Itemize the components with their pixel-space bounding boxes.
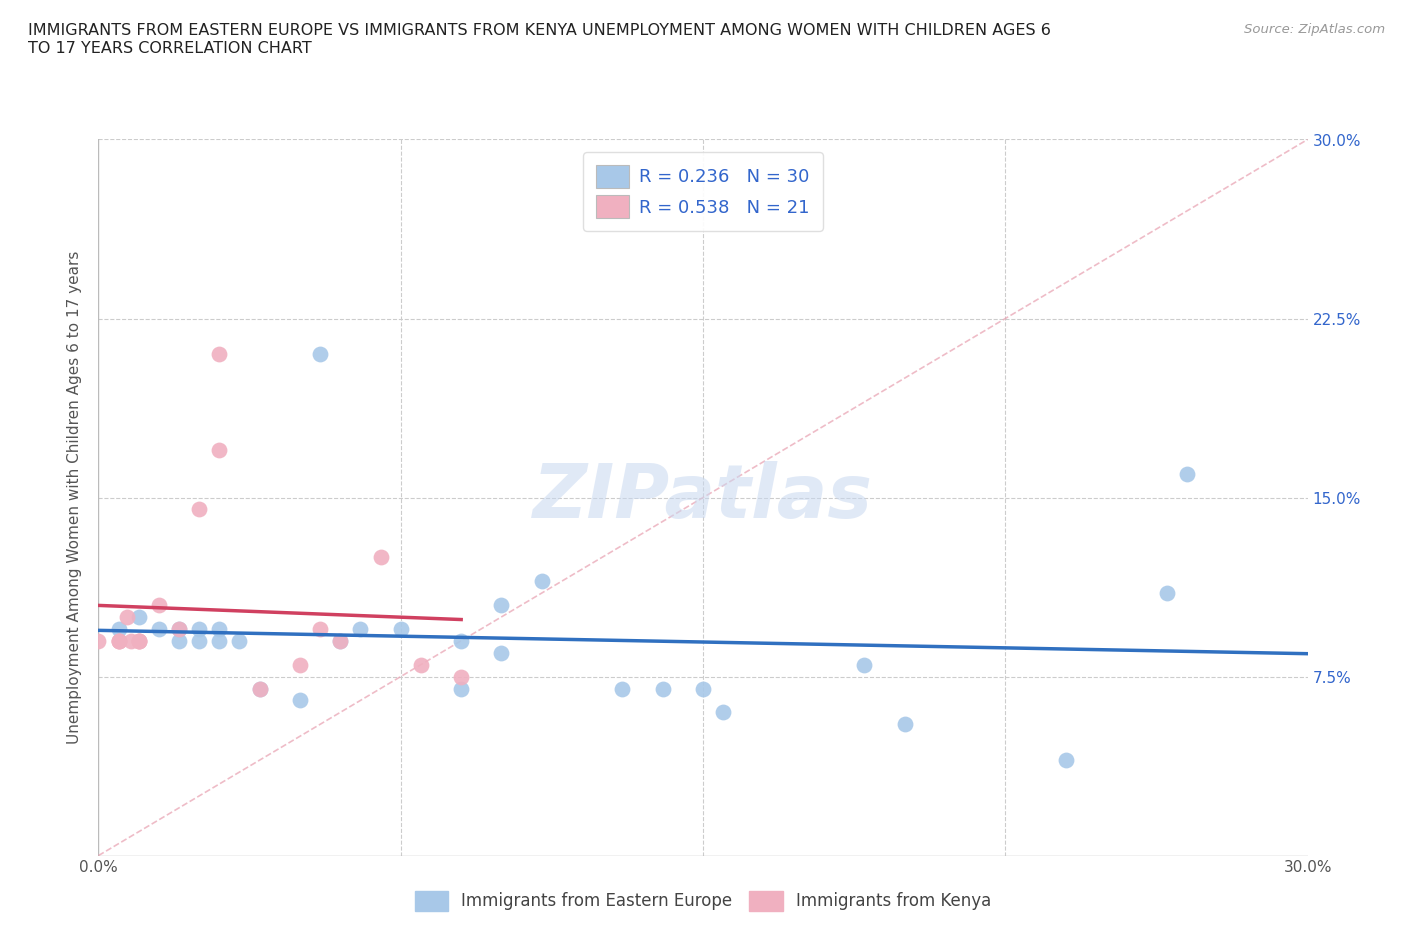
Point — [128, 633, 150, 648]
Legend: Immigrants from Eastern Europe, Immigrants from Kenya: Immigrants from Eastern Europe, Immigran… — [406, 883, 1000, 919]
Point — [309, 621, 332, 636]
Point — [208, 633, 231, 648]
Point — [450, 681, 472, 696]
Point — [288, 693, 311, 708]
Text: ZIPatlas: ZIPatlas — [533, 461, 873, 534]
Point — [188, 502, 211, 517]
Point — [128, 609, 150, 624]
Point — [450, 633, 472, 648]
Point — [128, 633, 150, 648]
Point — [491, 598, 513, 613]
Point — [107, 633, 129, 648]
Point — [893, 717, 915, 732]
Point — [148, 621, 170, 636]
Point — [107, 621, 129, 636]
Point — [208, 347, 231, 362]
Point — [370, 550, 392, 565]
Point — [115, 609, 138, 624]
Point — [1054, 752, 1077, 767]
Point — [692, 681, 714, 696]
Point — [208, 621, 231, 636]
Point — [309, 347, 332, 362]
Point — [349, 621, 371, 636]
Point — [188, 633, 211, 648]
Point — [107, 633, 129, 648]
Point — [167, 621, 190, 636]
Point — [491, 645, 513, 660]
Point — [148, 598, 170, 613]
Point — [107, 633, 129, 648]
Point — [208, 443, 231, 458]
Point — [188, 621, 211, 636]
Text: IMMIGRANTS FROM EASTERN EUROPE VS IMMIGRANTS FROM KENYA UNEMPLOYMENT AMONG WOMEN: IMMIGRANTS FROM EASTERN EUROPE VS IMMIGR… — [28, 23, 1052, 56]
Y-axis label: Unemployment Among Women with Children Ages 6 to 17 years: Unemployment Among Women with Children A… — [67, 251, 83, 744]
Point — [228, 633, 250, 648]
Point — [128, 633, 150, 648]
Point — [1156, 586, 1178, 601]
Point — [711, 705, 734, 720]
Point — [612, 681, 634, 696]
Text: Source: ZipAtlas.com: Source: ZipAtlas.com — [1244, 23, 1385, 36]
Point — [288, 658, 311, 672]
Point — [651, 681, 673, 696]
Point — [87, 633, 110, 648]
Point — [329, 633, 352, 648]
Point — [389, 621, 412, 636]
Point — [167, 633, 190, 648]
Point — [329, 633, 352, 648]
Point — [853, 658, 876, 672]
Point — [450, 670, 472, 684]
Point — [167, 621, 190, 636]
Point — [409, 658, 432, 672]
Point — [1175, 466, 1198, 481]
Point — [249, 681, 271, 696]
Point — [530, 574, 553, 589]
Point — [120, 633, 142, 648]
Point — [249, 681, 271, 696]
